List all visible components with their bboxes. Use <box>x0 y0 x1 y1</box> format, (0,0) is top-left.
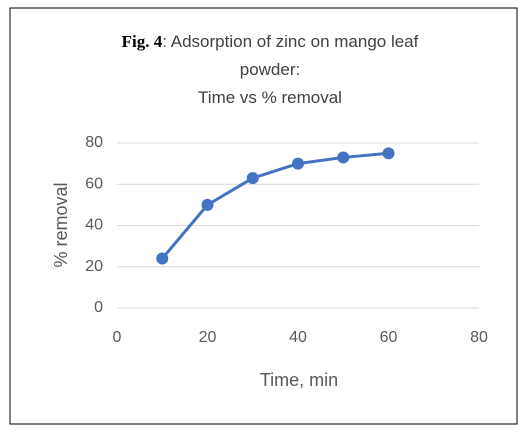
chart-title: Fig. 4: Adsorption of zinc on mango leaf… <box>100 28 440 112</box>
data-point <box>201 198 214 211</box>
x-tick-label: 20 <box>199 329 217 346</box>
data-point <box>246 172 259 185</box>
y-axis-label: % removal <box>51 182 71 267</box>
y-tick-label: 60 <box>85 175 103 192</box>
x-tick-label: 80 <box>470 329 488 346</box>
y-tick-label: 40 <box>85 217 103 234</box>
data-point <box>382 147 395 160</box>
x-tick-label: 0 <box>113 329 122 346</box>
series-line <box>161 151 389 260</box>
x-tick-label: 40 <box>289 329 307 346</box>
y-tick-label: 20 <box>85 258 103 275</box>
title-text: : Adsorption of zinc on mango leaf powde… <box>162 32 419 79</box>
y-tick-label: 0 <box>94 299 103 316</box>
data-point <box>292 157 304 170</box>
data-point <box>156 252 169 265</box>
chart-subtitle: Time vs % removal <box>198 88 342 107</box>
title-prefix: Fig. 4 <box>121 32 163 51</box>
chart-border <box>9 7 518 425</box>
x-axis-label: Time, min <box>260 370 338 390</box>
x-tick-label: 60 <box>380 329 398 346</box>
y-tick-label: 80 <box>85 134 103 151</box>
data-point <box>337 151 350 164</box>
